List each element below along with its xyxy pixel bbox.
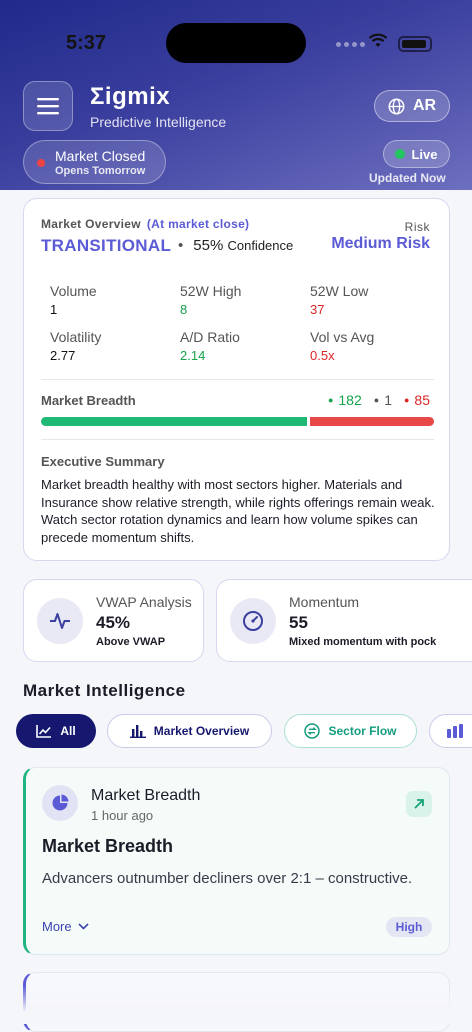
language-toggle[interactable]: AR — [374, 90, 450, 122]
risk-value: Medium Risk — [331, 235, 430, 252]
vwap-value: 45% — [96, 613, 131, 632]
bar-chart-icon — [129, 725, 146, 738]
filter-sector-flow-label: Sector Flow — [328, 724, 397, 738]
stat-label: Vol vs Avg — [310, 329, 375, 345]
breadth-label: Market Breadth — [41, 393, 136, 408]
stat-value: 0.5x — [310, 348, 335, 363]
more-button[interactable]: More — [42, 919, 89, 934]
summary-text: Market breadth healthy with most sectors… — [41, 477, 435, 545]
pulse-icon — [37, 598, 83, 644]
market-state: TRANSITIONAL — [41, 236, 172, 255]
signal-icon — [336, 42, 365, 47]
vwap-sub: Above VWAP — [96, 636, 166, 648]
swap-icon — [304, 723, 321, 739]
divider — [41, 439, 434, 440]
menu-button[interactable] — [23, 81, 73, 131]
breadth-bar-advancers — [41, 417, 308, 426]
hamburger-icon — [37, 98, 59, 115]
stats-grid: Volume 1 52W High 8 52W Low 37 Volatilit… — [41, 269, 434, 371]
momentum-value: 55 — [289, 613, 308, 632]
priority-badge: High — [386, 917, 432, 937]
stat-value: 1 — [50, 302, 58, 317]
momentum-title: Momentum — [289, 594, 360, 610]
vwap-title: VWAP Analysis — [96, 594, 192, 610]
decliners-count: 85 — [404, 392, 430, 408]
more-label: More — [42, 919, 72, 934]
filter-sector-flow[interactable]: Sector Flow — [284, 714, 417, 748]
section-title: Market Intelligence — [23, 681, 186, 700]
app-title: Σigmix — [90, 83, 171, 110]
status-time: 5:37 — [66, 32, 107, 54]
breadth-bar-decliners — [309, 417, 434, 426]
stat-volatility: Volatility 2.77 — [50, 329, 101, 363]
overview-label-row: Market Overview (At market close) — [41, 217, 249, 231]
insight-time: 1 hour ago — [91, 808, 154, 823]
gauge-icon — [230, 598, 276, 644]
language-label: AR — [412, 97, 437, 114]
breadth-counts: 182 1 85 — [328, 392, 430, 408]
market-closed-dot — [37, 159, 45, 167]
wifi-icon — [368, 33, 388, 47]
summary-label: Executive Summary — [41, 454, 165, 469]
filter-market-overview[interactable]: Market Overview — [107, 714, 272, 748]
updated-label: Updated Now — [369, 171, 446, 185]
market-note: Opens Tomorrow — [55, 165, 146, 177]
dynamic-island — [166, 23, 306, 63]
stat-value: 2.14 — [180, 348, 206, 363]
stat-value: 37 — [310, 302, 325, 317]
battery-icon — [398, 36, 432, 52]
insight-heading: Market Breadth — [42, 836, 174, 856]
chevron-down-icon — [78, 923, 89, 930]
live-dot — [395, 149, 406, 159]
stat-label: Volatility — [50, 329, 102, 345]
trend-up-icon[interactable] — [406, 791, 432, 817]
close-note: (At market close) — [146, 217, 250, 231]
unchanged-count: 1 — [374, 392, 392, 408]
live-indicator[interactable]: Live — [383, 140, 450, 168]
pie-chart-icon — [42, 785, 78, 821]
app-subtitle: Predictive Intelligence — [90, 114, 227, 130]
stat-label: Volume — [50, 283, 97, 299]
stat-value: 2.77 — [50, 348, 76, 363]
insight-category: Market Breadth — [91, 787, 201, 804]
insight-card[interactable]: Market Breadth 1 hour ago Market Breadth… — [23, 767, 450, 955]
insight-description: Advancers outnumber decliners over 2:1 –… — [42, 870, 413, 887]
bottom-fade — [0, 985, 472, 1024]
vwap-card[interactable]: VWAP Analysis 45% Above VWAP — [23, 579, 204, 662]
stat-volume: Volume 1 — [50, 283, 97, 317]
market-status-pill[interactable]: Market Closed Opens Tomorrow — [23, 140, 166, 184]
globe-icon — [388, 98, 405, 114]
overview-label: Market Overview — [41, 217, 141, 231]
bar-chart-icon — [447, 724, 463, 738]
market-status: Market Closed — [55, 148, 146, 164]
breadth-bar-unchanged — [307, 417, 310, 426]
stat-52w-low: 52W Low 37 — [310, 283, 368, 317]
market-overview-card[interactable]: Market Overview (At market close) Risk TR… — [23, 198, 450, 561]
app-header: 5:37 Σigmix Predictive Intelligence AR M… — [0, 0, 472, 190]
stat-52w-high: 52W High 8 — [180, 283, 241, 317]
filter-all-label: All — [60, 724, 76, 738]
advancers-count: 182 — [328, 392, 361, 408]
risk-label: Risk — [404, 220, 430, 234]
stat-value: 8 — [180, 302, 188, 317]
breadth-bar — [41, 417, 434, 426]
divider — [41, 379, 434, 380]
stat-vol-vs-avg: Vol vs Avg 0.5x — [310, 329, 374, 363]
confidence-value: 55% — [193, 237, 224, 254]
filter-all[interactable]: All — [16, 714, 96, 748]
stat-ad-ratio: A/D Ratio 2.14 — [180, 329, 240, 363]
live-label: Live — [411, 146, 438, 162]
filter-more[interactable] — [429, 714, 472, 748]
momentum-card[interactable]: Momentum 55 Mixed momentum with pock — [216, 579, 472, 662]
momentum-sub: Mixed momentum with pock — [289, 636, 437, 648]
confidence-label: Confidence — [227, 238, 294, 253]
confidence: • 55% Confidence — [178, 237, 294, 254]
stat-label: 52W High — [180, 283, 242, 299]
stat-label: 52W Low — [310, 283, 369, 299]
stat-label: A/D Ratio — [180, 329, 240, 345]
line-chart-icon — [36, 725, 52, 738]
filter-market-overview-label: Market Overview — [153, 724, 250, 738]
